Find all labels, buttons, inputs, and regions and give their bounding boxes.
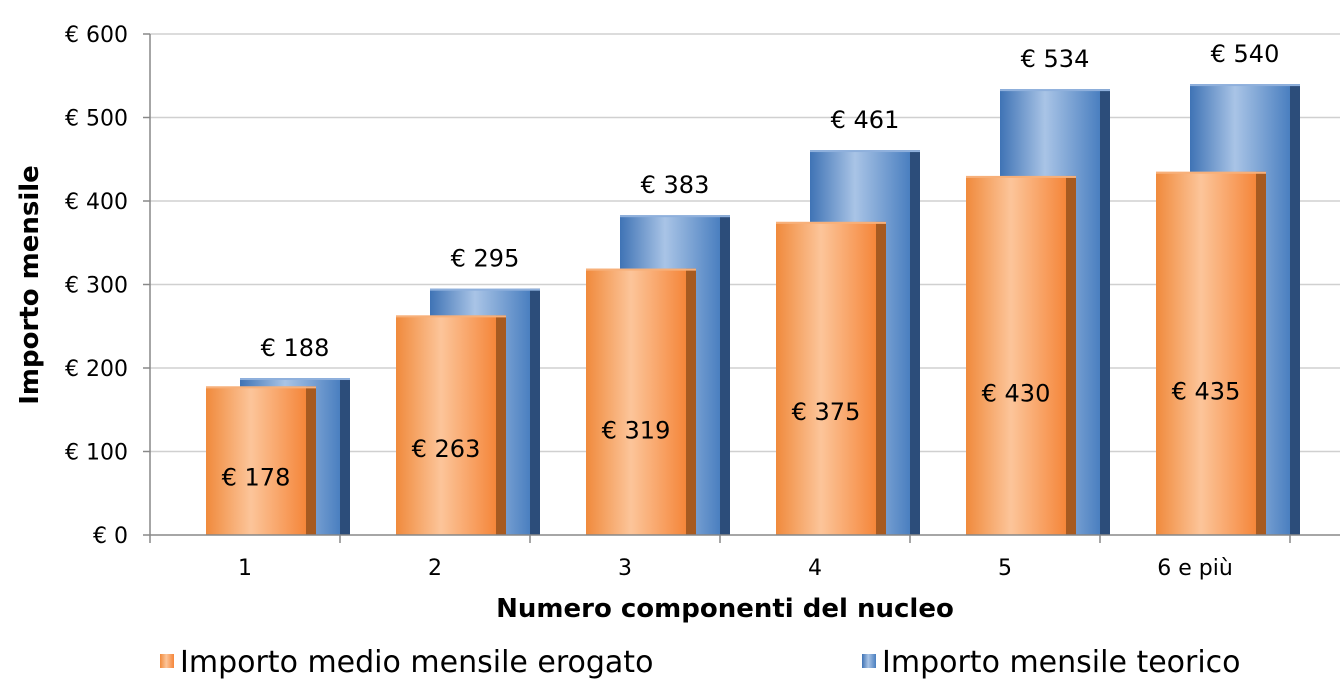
bar-erogato bbox=[586, 268, 686, 535]
bars bbox=[206, 84, 1300, 536]
legend-label-teorico: Importo mensile teorico bbox=[882, 645, 1241, 680]
y-tick-label: € 200 bbox=[65, 357, 128, 382]
x-tick-label: 5 bbox=[998, 556, 1012, 581]
data-label-teorico: € 540 bbox=[1211, 40, 1280, 68]
y-tick-label: € 500 bbox=[65, 107, 128, 132]
bar-erogato bbox=[1156, 171, 1256, 535]
bar-teorico-side bbox=[1290, 84, 1300, 535]
data-label-teorico: € 383 bbox=[641, 171, 710, 199]
axes: € 0 € 100 € 200 € 300 € 400 € 500 € 600 1 2 3 4 5 6 … bbox=[65, 23, 1340, 581]
bar-erogato bbox=[396, 315, 496, 535]
x-tick-label: 4 bbox=[808, 556, 822, 581]
bar-teorico-top bbox=[430, 288, 540, 291]
bar-teorico-side bbox=[530, 288, 540, 535]
x-tick-label: 2 bbox=[428, 556, 442, 581]
data-label-erogato: € 263 bbox=[412, 435, 481, 463]
bar-teorico-side bbox=[910, 150, 920, 535]
bar-erogato bbox=[966, 175, 1066, 535]
y-tick-label: € 100 bbox=[65, 441, 128, 466]
bar-teorico-top bbox=[810, 150, 920, 153]
bar-teorico-top bbox=[240, 378, 350, 381]
bar-erogato-top bbox=[586, 268, 696, 271]
bar-erogato-top bbox=[1156, 171, 1266, 174]
bar-erogato-side bbox=[1256, 171, 1266, 535]
data-label-teorico: € 534 bbox=[1021, 45, 1090, 73]
bar-teorico-side bbox=[720, 215, 730, 535]
bar-erogato-side bbox=[876, 221, 886, 535]
data-label-erogato: € 430 bbox=[982, 379, 1051, 407]
bar-erogato-side bbox=[686, 268, 696, 535]
gridlines bbox=[150, 33, 1340, 453]
bar-erogato-top bbox=[396, 315, 506, 318]
data-label-erogato: € 435 bbox=[1172, 378, 1241, 406]
bar-erogato-top bbox=[776, 221, 886, 224]
bar-erogato-top bbox=[966, 175, 1076, 178]
data-label-erogato: € 319 bbox=[602, 416, 671, 444]
bar-teorico-top bbox=[620, 215, 730, 218]
bar-erogato bbox=[206, 386, 306, 535]
bar-erogato-side bbox=[1066, 175, 1076, 535]
bar-erogato-side bbox=[496, 315, 506, 535]
y-tick-label: € 0 bbox=[93, 524, 128, 549]
legend: Importo medio mensile erogato Importo me… bbox=[160, 645, 1241, 680]
x-tick-label: 1 bbox=[238, 556, 252, 581]
bar-erogato-side bbox=[306, 386, 316, 535]
bar-teorico-top bbox=[1000, 89, 1110, 92]
x-axis-title: Numero componenti del nucleo bbox=[496, 594, 954, 624]
y-tick-label: € 600 bbox=[65, 23, 128, 48]
legend-swatch-erogato bbox=[160, 654, 174, 668]
x-tick-label: 6 e più bbox=[1157, 556, 1233, 581]
data-label-erogato: € 375 bbox=[792, 398, 861, 426]
data-label-teorico: € 461 bbox=[831, 106, 900, 134]
data-label-teorico: € 295 bbox=[451, 245, 520, 273]
bar-teorico-side bbox=[340, 378, 350, 535]
legend-label-erogato: Importo medio mensile erogato bbox=[180, 645, 653, 680]
x-tick-label: 3 bbox=[618, 556, 632, 581]
bar-erogato-top bbox=[206, 386, 316, 389]
data-label-teorico: € 188 bbox=[261, 334, 330, 362]
data-label-erogato: € 178 bbox=[222, 464, 291, 492]
y-axis-title: Importo mensile bbox=[15, 165, 45, 405]
bar-teorico-side bbox=[1100, 89, 1110, 536]
data-labels: € 188 € 295 € 383 € 461 € 534 € 540 € 178 € 263… bbox=[222, 40, 1280, 491]
y-tick-label: € 400 bbox=[65, 190, 128, 215]
bar-erogato bbox=[776, 221, 876, 535]
y-tick-label: € 300 bbox=[65, 274, 128, 299]
legend-swatch-teorico bbox=[862, 654, 876, 668]
bar-teorico-top bbox=[1190, 84, 1300, 87]
